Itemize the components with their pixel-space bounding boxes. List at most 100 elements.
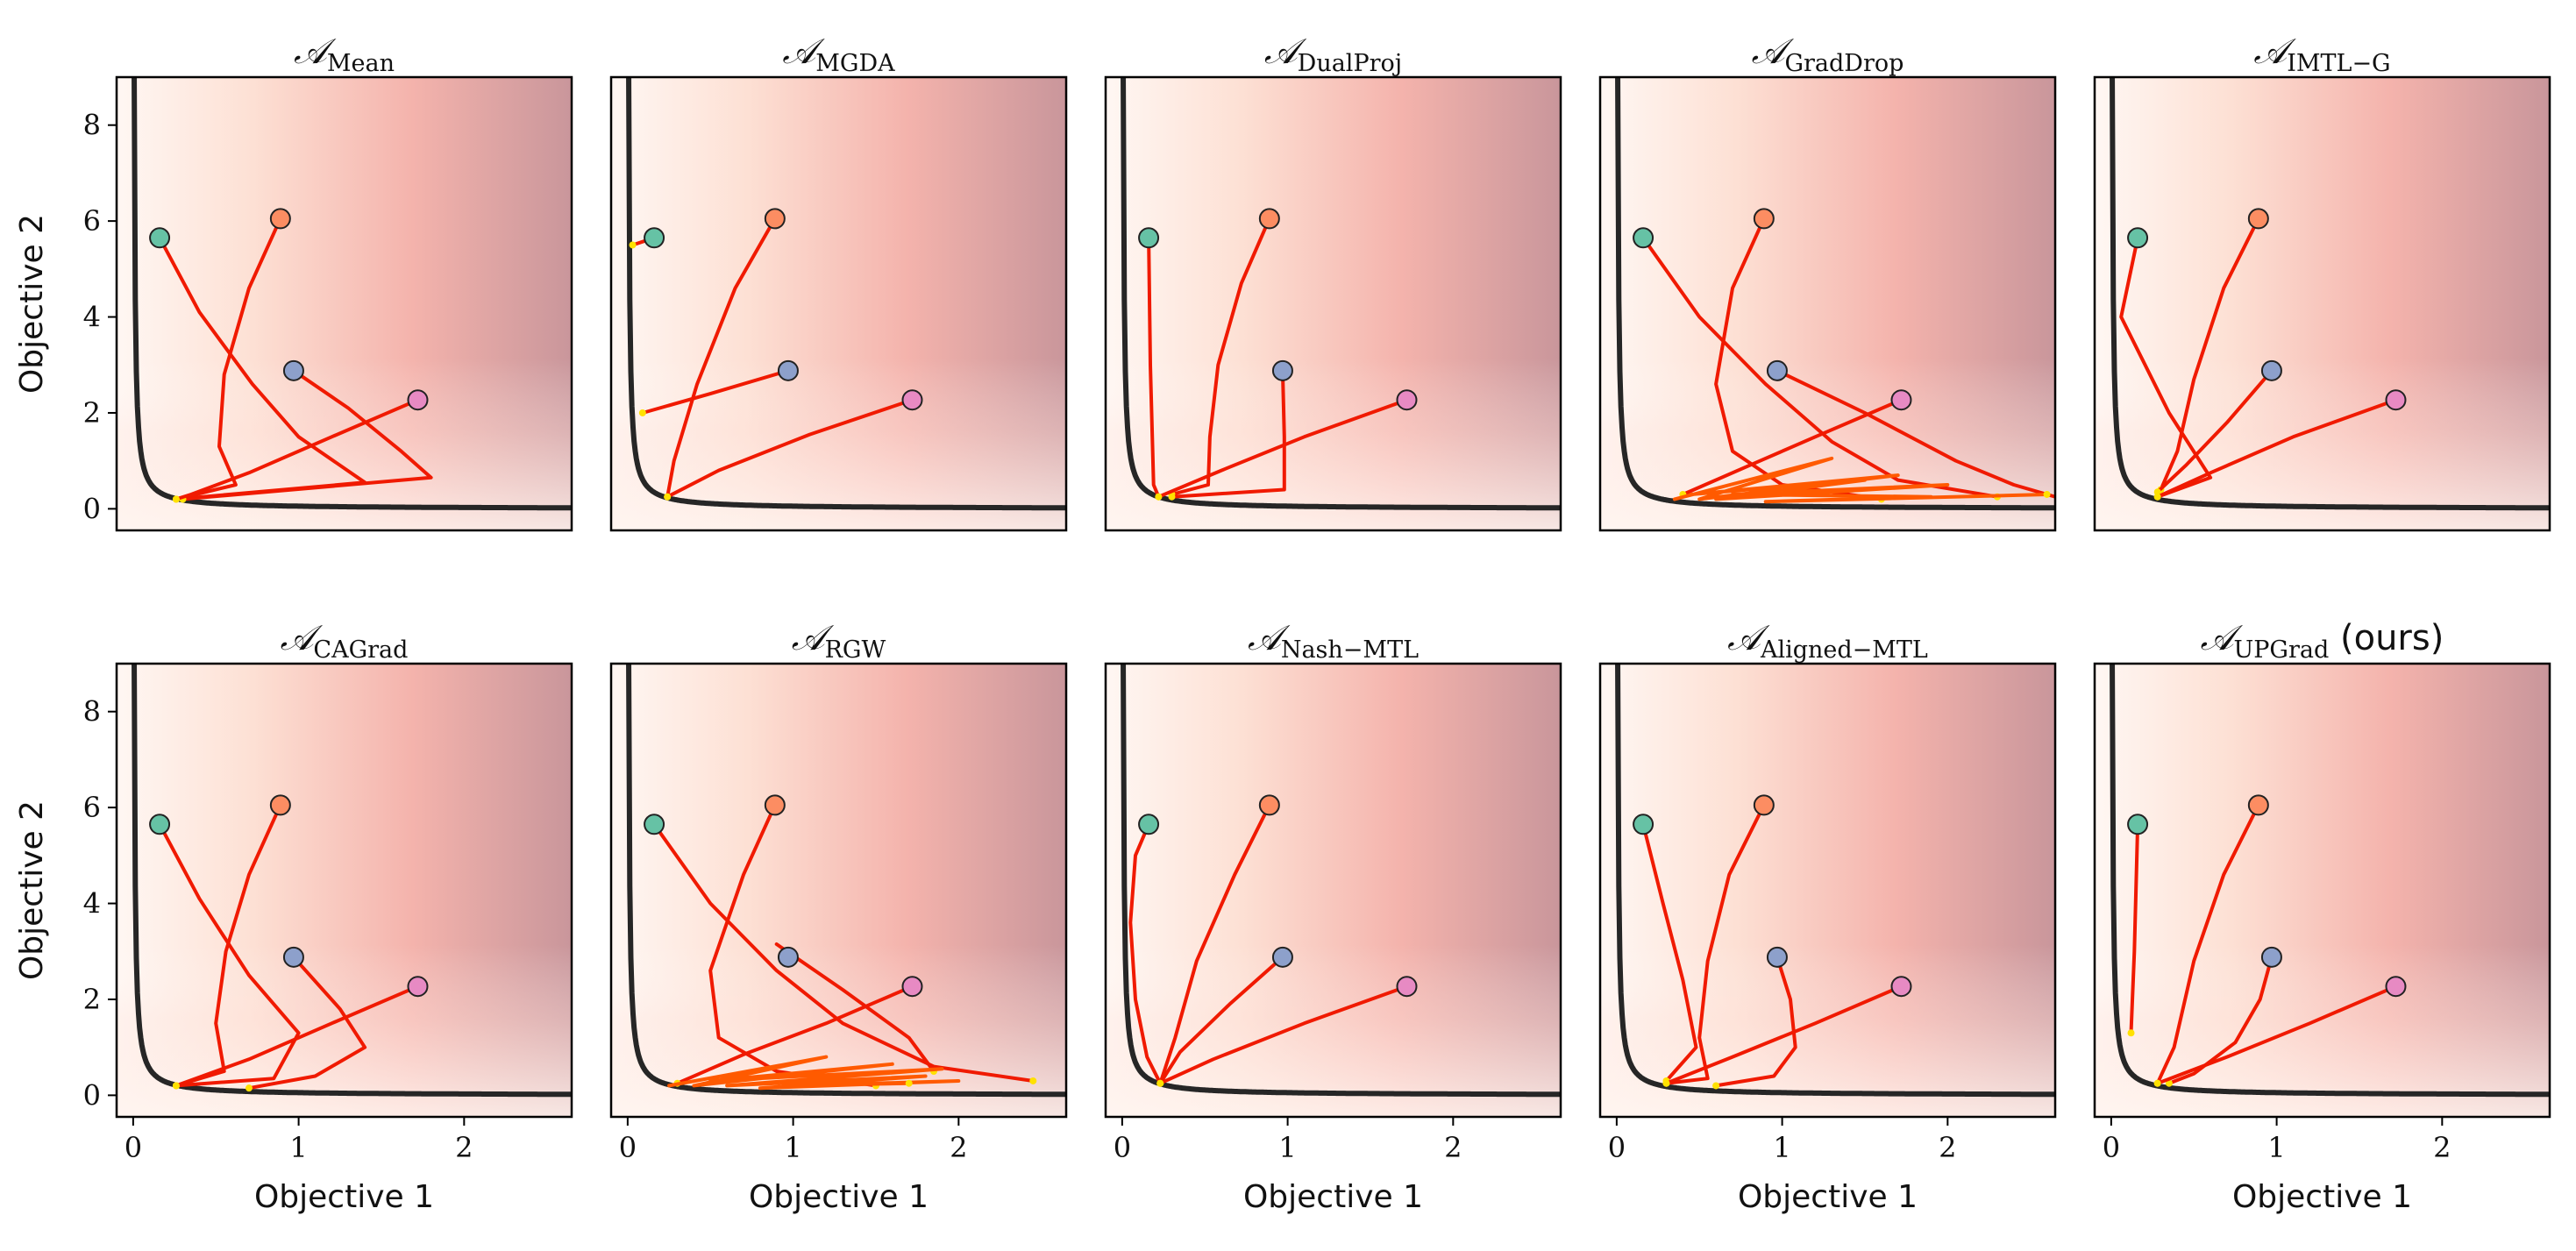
trajectory-end-marker (2153, 1079, 2161, 1087)
panel-title: 𝒜CAGrad (281, 618, 409, 664)
y-axis-label: Objective 2 (14, 214, 50, 394)
y-axis-label: Objective 2 (14, 800, 50, 980)
plot-area (2110, 77, 2550, 511)
x-tick-label: 0 (125, 1131, 142, 1164)
start-point (1396, 389, 1418, 411)
trajectory-line (1158, 803, 1271, 1085)
x-axis-label: Objective 1 (1243, 1179, 1423, 1215)
y-tick-label: 6 (83, 791, 101, 824)
start-point (1766, 359, 1788, 381)
start-point (764, 794, 786, 816)
x-tick-label: 1 (2267, 1131, 2285, 1164)
trajectory-line (1672, 456, 2049, 504)
start-point (1258, 794, 1280, 816)
y-tick-label: 8 (83, 109, 101, 142)
trajectory-line (181, 368, 433, 501)
trajectory-line (2119, 236, 2213, 499)
trajectory-end-marker (172, 495, 180, 503)
trajectory-end-marker (629, 241, 637, 249)
trajectory-line (174, 398, 420, 501)
pareto-front-curve (132, 664, 572, 1098)
panel-6: 𝒜CAGrad 0 2 4 6 8 0 1 2 Objective 1 Objective 2 (14, 618, 573, 1215)
start-point (1396, 976, 1418, 998)
start-point (1271, 946, 1293, 968)
title-subscript: Aligned−MTL (1760, 636, 1928, 664)
y-tick-label: 6 (83, 204, 101, 238)
trajectory-line (1158, 955, 1284, 1085)
axes-frame (609, 75, 1068, 532)
start-point (1890, 389, 1912, 411)
background-fade (2095, 77, 2550, 530)
panel-10: 𝒜UPGrad (ours) 0 1 2 Objective 1 (2093, 618, 2551, 1215)
trajectory-line (174, 984, 420, 1088)
start-point (777, 946, 799, 968)
trajectory-end-marker (2043, 490, 2051, 498)
trajectory-end-marker (2165, 1079, 2173, 1087)
background-fade (2095, 664, 2550, 1117)
axes-frame (1104, 75, 1562, 532)
x-tick-label: 1 (784, 1131, 801, 1164)
x-axis-label: Objective 1 (749, 1179, 929, 1215)
axes-frame (609, 662, 1068, 1119)
trajectory-line (2129, 822, 2140, 1035)
start-point (1271, 359, 1293, 381)
y-tick-label: 0 (83, 492, 101, 525)
x-tick-label: 2 (455, 1131, 473, 1164)
trajectory-line (1147, 236, 1161, 499)
trajectory-line (640, 368, 790, 415)
start-point (407, 389, 429, 411)
trajectory-line (1641, 822, 1698, 1083)
pareto-front-curve (626, 77, 1066, 511)
title-subscript: UPGrad (2234, 636, 2330, 664)
start-point (644, 227, 665, 249)
y-tick-label: 4 (83, 301, 101, 334)
pareto-front-curve (2110, 664, 2550, 1098)
plot-area (1121, 664, 1561, 1098)
trajectory-end-marker (1168, 493, 1176, 501)
start-point (149, 814, 171, 835)
panel-1: 𝒜Mean 0 2 4 6 8 Objective 2 (14, 32, 573, 532)
trajectory-line (667, 1055, 961, 1091)
plot-area (132, 664, 572, 1098)
panel-7: 𝒜RGW 0 1 2 Objective 1 (609, 618, 1068, 1215)
start-point (2385, 389, 2407, 411)
trajectory-end-marker (1156, 1079, 1164, 1087)
y-tick-label: 0 (83, 1078, 101, 1112)
background-fade (1600, 664, 2055, 1117)
axes-frame (115, 662, 573, 1119)
trajectory-line (1170, 217, 1271, 496)
pareto-front-curve (1615, 664, 2055, 1098)
background-fade (117, 664, 572, 1117)
start-point (1753, 208, 1775, 230)
panel-title: 𝒜MGDA (782, 32, 895, 77)
start-point (149, 227, 171, 249)
start-point (2385, 976, 2407, 998)
start-point (2127, 227, 2149, 249)
panel-title: 𝒜Aligned−MTL (1727, 618, 1928, 664)
trajectory-line (1664, 984, 1904, 1085)
trajectory-line (158, 822, 301, 1088)
y-tick-label: 8 (83, 695, 101, 729)
title-suffix: (ours) (2329, 618, 2444, 658)
trajectory-line (174, 803, 282, 1088)
pareto-front-curve (2110, 77, 2550, 511)
y-tick-label: 2 (83, 396, 101, 430)
panel-title: 𝒜UPGrad (ours) (2201, 618, 2444, 664)
start-point (1753, 794, 1775, 816)
trajectory-line (652, 822, 1035, 1083)
plot-area (626, 664, 1066, 1098)
start-point (2260, 946, 2282, 968)
background-fade (117, 77, 572, 530)
x-tick-label: 2 (1939, 1131, 1956, 1164)
trajectory-line (2155, 368, 2274, 494)
background-fade (1106, 664, 1561, 1117)
trajectory-end-marker (1662, 1079, 1670, 1087)
background-fade (1106, 77, 1561, 530)
trajectory-line (1775, 368, 2055, 499)
start-point (1138, 227, 1160, 249)
start-point (644, 814, 665, 835)
axes-frame (1104, 662, 1562, 1119)
title-subscript: IMTL−G (2287, 50, 2390, 77)
y-tick-label: 2 (83, 983, 101, 1016)
